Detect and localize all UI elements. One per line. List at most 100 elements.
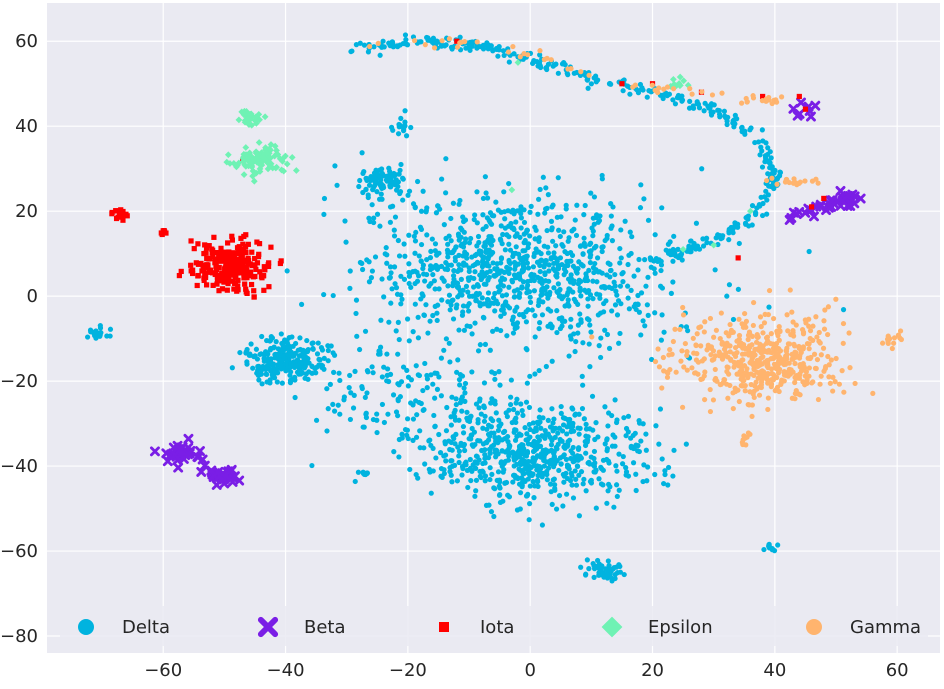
point-iota [249, 249, 255, 255]
point-delta [572, 217, 578, 223]
point-delta [432, 248, 438, 254]
point-delta [514, 410, 521, 416]
point-delta [445, 283, 451, 289]
point-delta [384, 378, 390, 384]
point-gamma [684, 349, 690, 355]
point-delta [466, 240, 473, 246]
point-delta [557, 455, 563, 461]
point-gamma [821, 326, 828, 332]
point-delta [583, 275, 589, 281]
point-iota [223, 257, 229, 264]
point-iota [213, 266, 220, 273]
point-delta [506, 257, 512, 264]
point-delta [526, 421, 532, 428]
point-iota [200, 266, 206, 272]
point-delta [498, 313, 504, 319]
point-delta [248, 341, 254, 347]
point-delta [566, 235, 572, 241]
point-delta [410, 328, 416, 335]
y-tick-label: 40 [15, 116, 38, 137]
point-iota [223, 271, 229, 277]
point-delta [516, 272, 522, 279]
point-delta [408, 400, 414, 406]
legend-label-iota: Iota [480, 617, 514, 638]
legend-item-delta: Delta [78, 617, 170, 638]
point-iota [214, 276, 221, 283]
point-delta [581, 212, 587, 218]
point-delta [506, 449, 512, 455]
point-delta [645, 464, 651, 470]
point-delta [402, 253, 408, 259]
point-iota [205, 262, 211, 268]
point-delta [661, 329, 667, 335]
point-delta [759, 148, 765, 154]
point-delta [620, 453, 626, 460]
point-delta [548, 457, 554, 464]
point-gamma [725, 395, 731, 401]
point-iota [214, 250, 220, 256]
point-gamma [825, 331, 831, 338]
point-delta [415, 273, 422, 279]
point-gamma [748, 371, 754, 377]
point-delta [641, 196, 647, 202]
point-delta [465, 308, 472, 314]
point-delta [471, 216, 477, 223]
point-delta [561, 452, 567, 458]
point-gamma [765, 395, 771, 401]
point-gamma [802, 178, 808, 184]
point-delta [759, 212, 766, 219]
point-delta [436, 250, 442, 256]
point-delta [432, 370, 438, 376]
point-delta [576, 513, 583, 519]
point-delta [292, 374, 298, 380]
point-delta [545, 192, 551, 198]
point-delta [712, 267, 718, 273]
point-delta [560, 503, 566, 509]
point-delta [324, 386, 330, 392]
y-tick-label: 60 [15, 31, 38, 52]
point-gamma [717, 381, 723, 388]
point-delta [726, 237, 732, 243]
point-iota [266, 260, 272, 266]
point-delta [387, 274, 393, 281]
point-epsilon [273, 150, 281, 158]
point-delta [512, 294, 518, 300]
point-delta [273, 339, 279, 345]
point-gamma [809, 178, 816, 184]
point-gamma [828, 357, 834, 363]
point-delta [424, 232, 430, 238]
point-delta [593, 420, 599, 426]
point-delta [761, 546, 767, 553]
point-delta [455, 444, 461, 450]
point-gamma [774, 374, 780, 381]
point-delta [482, 473, 489, 479]
point-epsilon [514, 59, 522, 66]
point-delta [564, 431, 570, 437]
point-delta [443, 336, 449, 342]
point-delta [471, 275, 477, 282]
point-delta [448, 458, 454, 464]
point-delta [458, 225, 464, 231]
point-gamma [660, 354, 666, 361]
point-delta [524, 260, 530, 266]
point-delta [107, 326, 114, 332]
point-delta [410, 201, 417, 207]
point-delta [254, 370, 260, 376]
point-delta [274, 379, 280, 385]
point-iota [210, 247, 216, 253]
point-gamma [709, 92, 716, 98]
point-delta [552, 434, 558, 440]
point-delta [276, 352, 282, 358]
point-delta [475, 348, 482, 354]
point-delta [377, 52, 383, 58]
point-gamma [446, 36, 453, 42]
point-gamma [806, 316, 812, 322]
point-gamma [673, 369, 679, 375]
point-gamma [719, 90, 725, 96]
point-delta [396, 436, 402, 443]
point-iota [218, 245, 224, 251]
point-delta [381, 294, 387, 300]
point-delta [687, 98, 693, 104]
point-delta [589, 225, 595, 231]
point-iota [188, 262, 194, 268]
